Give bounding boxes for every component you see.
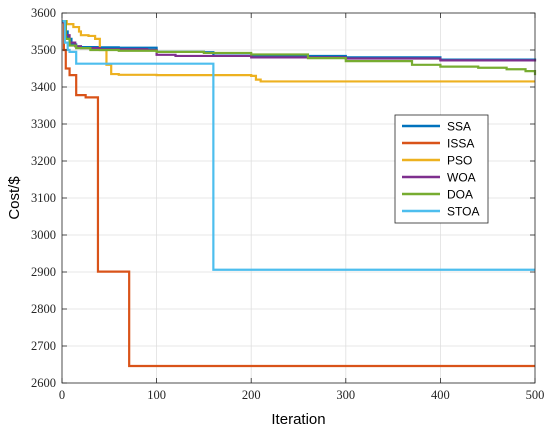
y-tick-labels: 2600 2700 2800 2900 3000 3100 3200 3300 3400 3500… — [31, 6, 56, 390]
x-tick-label: 400 — [431, 388, 450, 402]
y-tick-label: 3600 — [31, 6, 56, 20]
legend-label-stoa: STOA — [447, 205, 479, 219]
legend-label-woa: WOA — [447, 171, 476, 185]
y-tick-label: 3500 — [31, 43, 56, 57]
legend-label-ssa: SSA — [447, 120, 471, 134]
x-tick-label: 200 — [242, 388, 261, 402]
y-tick-label: 2700 — [31, 339, 56, 353]
x-tick-label: 100 — [147, 388, 166, 402]
series-line-ssa — [62, 20, 537, 61]
series-lines — [62, 20, 537, 368]
legend-label-issa: ISSA — [447, 137, 474, 151]
x-axis-title: Iteration — [271, 411, 325, 428]
x-tick-label: 0 — [59, 388, 65, 402]
x-tick-label: 300 — [336, 388, 355, 402]
y-tick-label: 3100 — [31, 191, 56, 205]
y-tick-label: 3400 — [31, 80, 56, 94]
series-line-pso — [62, 20, 535, 83]
legend: SSA ISSA PSO WOA DOA STOA — [394, 114, 489, 224]
series-line-stoa — [62, 20, 535, 271]
legend-label-pso: PSO — [447, 154, 472, 168]
x-tick-label: 500 — [526, 388, 545, 402]
y-tick-label: 2800 — [31, 302, 56, 316]
series-line-issa — [62, 20, 535, 368]
y-tick-label: 3300 — [31, 117, 56, 131]
y-tick-label: 2600 — [31, 376, 56, 390]
series-line-doa — [62, 20, 537, 76]
legend-label-doa: DOA — [447, 188, 473, 202]
y-tick-label: 3200 — [31, 154, 56, 168]
x-tick-labels: 0 100 200 300 400 500 — [59, 388, 545, 402]
y-tick-label: 3000 — [31, 228, 56, 242]
y-axis-title: Cost/$ — [6, 176, 23, 220]
y-tick-label: 2900 — [31, 265, 56, 279]
legend-box — [394, 114, 489, 224]
axis-ticks — [61, 12, 536, 384]
